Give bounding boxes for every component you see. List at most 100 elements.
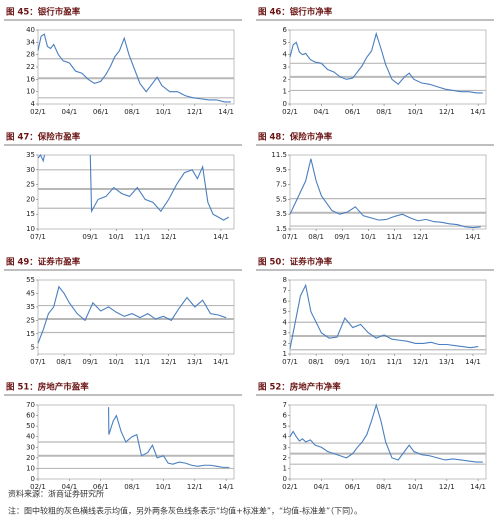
x-tick-label: 09/1 xyxy=(334,358,350,366)
y-tick-label: 34 xyxy=(26,38,35,46)
y-tick-label: 45 xyxy=(26,289,35,297)
y-tick-label: 30 xyxy=(26,443,35,451)
chart-title: 图 46：银行市净率 xyxy=(258,7,333,18)
x-tick-label: 06/1 xyxy=(345,483,361,491)
x-tick-label: 12/1 xyxy=(413,233,429,241)
x-tick-label: 02/1 xyxy=(30,483,46,491)
x-tick-label: 10/1 xyxy=(408,483,424,491)
x-tick-label: 14/1 xyxy=(465,233,481,241)
y-tick-label: 30 xyxy=(26,166,35,174)
x-tick-label: 12/1 xyxy=(161,358,177,366)
y-tick-label: 4 xyxy=(283,51,288,59)
x-tick-label: 09/1 xyxy=(82,233,98,241)
x-tick-label: 09/1 xyxy=(334,233,350,241)
y-tick-label: 10 xyxy=(26,88,35,96)
y-tick-label: 1.5 xyxy=(276,225,287,233)
y-tick-label: 28 xyxy=(26,51,35,59)
y-tick-label: 4 xyxy=(283,433,288,441)
y-tick-label: 3 xyxy=(283,63,287,71)
x-tick-label: 02/1 xyxy=(30,108,46,116)
chart-title: 图 48：保险市净率 xyxy=(258,132,333,143)
y-tick-label: 2 xyxy=(283,454,287,462)
x-tick-label: 08/1 xyxy=(124,108,140,116)
y-tick-label: 5 xyxy=(283,38,287,46)
y-tick-label: 3 xyxy=(283,329,287,337)
x-tick-label: 10/1 xyxy=(109,358,125,366)
x-tick-label: 14/1 xyxy=(465,358,481,366)
x-tick-label: 10/1 xyxy=(361,233,377,241)
y-tick-label: 2 xyxy=(283,339,287,347)
x-tick-label: 04/1 xyxy=(61,108,77,116)
y-tick-label: 1 xyxy=(283,88,287,96)
series-line xyxy=(289,403,483,463)
x-tick-label: 10/1 xyxy=(109,233,125,241)
y-tick-label: 20 xyxy=(26,454,35,462)
y-tick-label: 70 xyxy=(26,401,35,409)
y-tick-label: 4 xyxy=(31,100,36,108)
x-tick-label: 12/1 xyxy=(439,108,455,116)
y-tick-label: 5.5 xyxy=(276,195,287,203)
plot-frame xyxy=(289,404,487,480)
x-tick-label: 07/1 xyxy=(282,233,298,241)
y-tick-label: 3.5 xyxy=(276,210,287,218)
series-line xyxy=(108,407,230,468)
series-line xyxy=(37,285,227,344)
x-tick-label: 12/1 xyxy=(413,358,429,366)
x-tick-label: 07/1 xyxy=(282,358,298,366)
x-tick-label: 06/1 xyxy=(93,483,109,491)
x-tick-label: 11/1 xyxy=(387,358,403,366)
x-tick-label: 04/1 xyxy=(61,483,77,491)
x-tick-label: 12/1 xyxy=(187,108,203,116)
y-tick-label: 5 xyxy=(31,343,35,351)
x-tick-label: 13/1 xyxy=(187,358,203,366)
series-line xyxy=(289,158,481,229)
x-tick-label: 08/1 xyxy=(376,483,392,491)
y-tick-label: 11.5 xyxy=(271,151,287,159)
x-tick-label: 04/1 xyxy=(313,483,329,491)
plot-frame xyxy=(37,154,235,230)
y-tick-label: 6 xyxy=(283,297,288,305)
x-tick-label: 10/1 xyxy=(408,108,424,116)
x-tick-label: 08/1 xyxy=(376,108,392,116)
y-tick-label: 1 xyxy=(283,464,287,472)
y-tick-label: 0 xyxy=(31,475,35,483)
chart-title: 图 52：房地产市净率 xyxy=(258,382,341,393)
series-line xyxy=(289,283,479,349)
chart-title: 图 49：证券市盈率 xyxy=(6,257,81,268)
x-tick-label: 10/1 xyxy=(361,358,377,366)
y-tick-label: 15 xyxy=(26,330,35,338)
x-tick-label: 06/1 xyxy=(345,108,361,116)
chart-title: 图 45：银行市盈率 xyxy=(6,7,81,18)
y-tick-label: 2 xyxy=(283,75,287,83)
plot-frame xyxy=(289,279,487,355)
x-tick-label: 13/1 xyxy=(439,358,455,366)
y-tick-label: 25 xyxy=(26,316,35,324)
x-tick-label: 04/1 xyxy=(313,108,329,116)
y-tick-label: 20 xyxy=(26,195,35,203)
y-tick-label: 4 xyxy=(283,318,288,326)
y-tick-label: 0 xyxy=(283,475,287,483)
x-tick-label: 11/1 xyxy=(387,233,403,241)
x-tick-label: 02/1 xyxy=(282,108,298,116)
plot-frame xyxy=(289,29,487,105)
x-tick-label: 08/1 xyxy=(124,483,140,491)
y-tick-label: 15 xyxy=(26,210,35,218)
x-tick-label: 08/1 xyxy=(308,233,324,241)
x-tick-label: 09/1 xyxy=(82,358,98,366)
y-tick-label: 6 xyxy=(283,26,288,34)
y-tick-label: 3 xyxy=(283,443,287,451)
x-tick-label: 12/1 xyxy=(439,483,455,491)
x-tick-label: 08/1 xyxy=(56,358,72,366)
x-tick-label: 14/1 xyxy=(470,483,486,491)
y-tick-label: 7 xyxy=(283,287,287,295)
x-tick-label: 12/1 xyxy=(187,483,203,491)
y-tick-label: 60 xyxy=(26,412,35,420)
y-tick-label: 35 xyxy=(26,151,35,159)
plot-frame xyxy=(37,29,235,105)
x-tick-label: 14/1 xyxy=(218,108,234,116)
x-tick-label: 14/1 xyxy=(470,108,486,116)
x-tick-label: 07/1 xyxy=(30,358,46,366)
series-line xyxy=(289,31,483,94)
chart-title: 图 51：房地产市盈率 xyxy=(6,382,89,393)
y-tick-label: 10 xyxy=(26,225,35,233)
